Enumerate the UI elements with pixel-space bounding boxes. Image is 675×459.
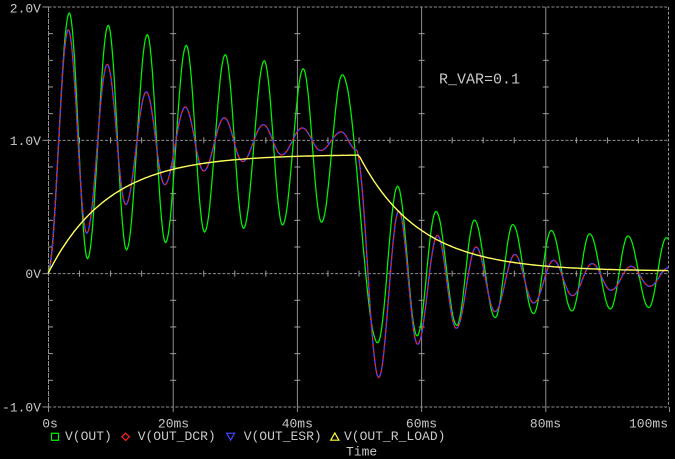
svg-text:20ms: 20ms bbox=[158, 417, 189, 432]
svg-text:V(OUT_ESR): V(OUT_ESR) bbox=[244, 429, 322, 444]
svg-text:1.0V: 1.0V bbox=[10, 134, 41, 149]
svg-text:40ms: 40ms bbox=[282, 417, 313, 432]
svg-text:-1.0V: -1.0V bbox=[2, 401, 41, 416]
svg-text:80ms: 80ms bbox=[530, 417, 561, 432]
svg-text:R_VAR=0.1: R_VAR=0.1 bbox=[439, 71, 520, 88]
svg-text:0V: 0V bbox=[25, 267, 41, 282]
svg-text:V(OUT): V(OUT) bbox=[65, 429, 112, 444]
svg-text:0s: 0s bbox=[42, 417, 58, 432]
svg-text:100ms: 100ms bbox=[629, 417, 668, 432]
svg-text:V(OUT_DCR): V(OUT_DCR) bbox=[138, 429, 216, 444]
svg-text:V(OUT_R_LOAD): V(OUT_R_LOAD) bbox=[344, 429, 445, 444]
svg-text:2.0V: 2.0V bbox=[10, 1, 41, 16]
svg-text:Time: Time bbox=[346, 445, 377, 459]
svg-text:60ms: 60ms bbox=[406, 417, 437, 432]
